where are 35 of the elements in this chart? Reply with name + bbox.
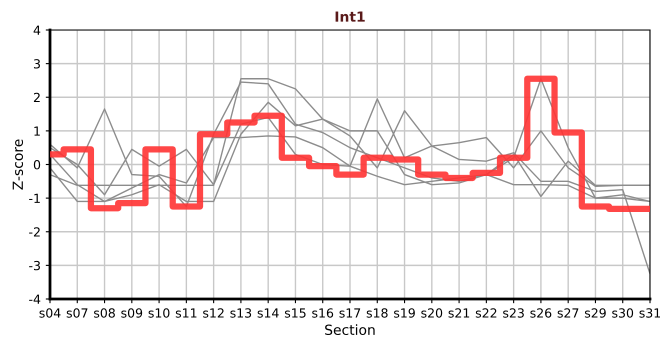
y-tick-label: 0	[34, 160, 40, 170]
y-axis-title: Z-score	[12, 139, 24, 190]
x-axis-title: Section	[325, 324, 375, 336]
y-tick-label: -3	[29, 260, 40, 270]
x-tick-label: s18	[366, 308, 388, 318]
x-tick-label: s13	[230, 308, 252, 318]
x-tick-label: s30	[612, 308, 634, 318]
x-tick-label: s27	[558, 308, 578, 318]
x-tick-label: s22	[476, 308, 496, 318]
x-tick-label: s04	[39, 308, 61, 318]
chart-title: Int1	[336, 12, 365, 22]
x-tick-label: s23	[503, 308, 524, 318]
x-tick-label: s07	[66, 308, 88, 318]
y-tick-label: 2	[34, 92, 40, 102]
y-tick-label: 3	[34, 59, 40, 69]
y-tick-label: -4	[29, 294, 40, 304]
x-tick-label: s21	[448, 308, 470, 318]
x-tick-label: s15	[284, 308, 306, 318]
x-tick-label: s26	[530, 308, 552, 318]
x-tick-label: s09	[121, 308, 142, 318]
x-tick-label: s19	[394, 308, 415, 318]
x-tick-label: s12	[203, 308, 224, 318]
x-tick-label: s29	[584, 308, 606, 318]
y-tick-label: 4	[34, 26, 40, 35]
x-tick-label: s10	[148, 308, 170, 318]
x-tick-label: s14	[258, 308, 279, 318]
y-tick-label: 1	[34, 126, 40, 136]
x-tick-label: s08	[94, 308, 115, 318]
x-tick-label: s17	[339, 308, 360, 318]
x-tick-label: s11	[176, 308, 196, 318]
y-tick-label: -1	[29, 194, 40, 203]
y-tick-label: -2	[29, 227, 40, 236]
x-tick-label: s31	[639, 308, 660, 318]
x-tick-label: s16	[312, 308, 334, 318]
x-tick-label: s20	[421, 308, 442, 318]
